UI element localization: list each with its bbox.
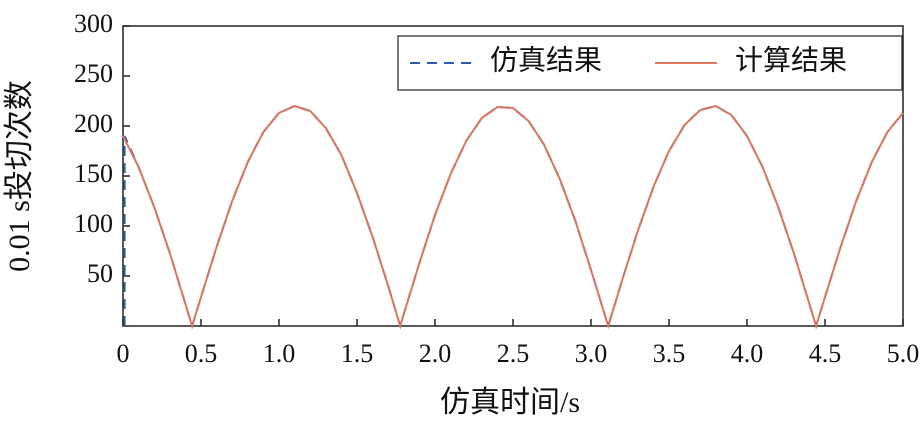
legend-box — [397, 35, 903, 91]
y-tick-label: 200 — [74, 109, 113, 138]
x-tick-label: 2.0 — [419, 339, 452, 368]
x-tick-label: 2.5 — [497, 339, 530, 368]
y-tick-label: 100 — [74, 209, 113, 238]
x-tick-label: 3.5 — [653, 339, 686, 368]
y-tick-label: 250 — [74, 59, 113, 88]
x-tick-label: 1.0 — [263, 339, 296, 368]
legend-label: 仿真结果 — [490, 44, 602, 76]
series-line — [123, 104, 904, 330]
x-tick-label: 3.0 — [575, 339, 608, 368]
x-tick-label: 4.0 — [731, 339, 764, 368]
x-axis-label: 仿真时间/s — [440, 386, 580, 419]
series-line — [122, 104, 904, 330]
x-tick-label: 0 — [117, 339, 130, 368]
x-tick-label: 4.5 — [809, 339, 842, 368]
x-tick-label: 1.5 — [341, 339, 374, 368]
y-tick-label: 50 — [87, 259, 113, 288]
y-tick-label: 150 — [74, 159, 113, 188]
x-tick-label: 0.5 — [185, 339, 218, 368]
x-tick-label: 5.0 — [887, 339, 920, 368]
y-axis-label: 0.01 s投切次数 — [3, 80, 36, 272]
y-tick-label: 300 — [74, 9, 113, 38]
legend-label: 计算结果 — [735, 44, 847, 76]
